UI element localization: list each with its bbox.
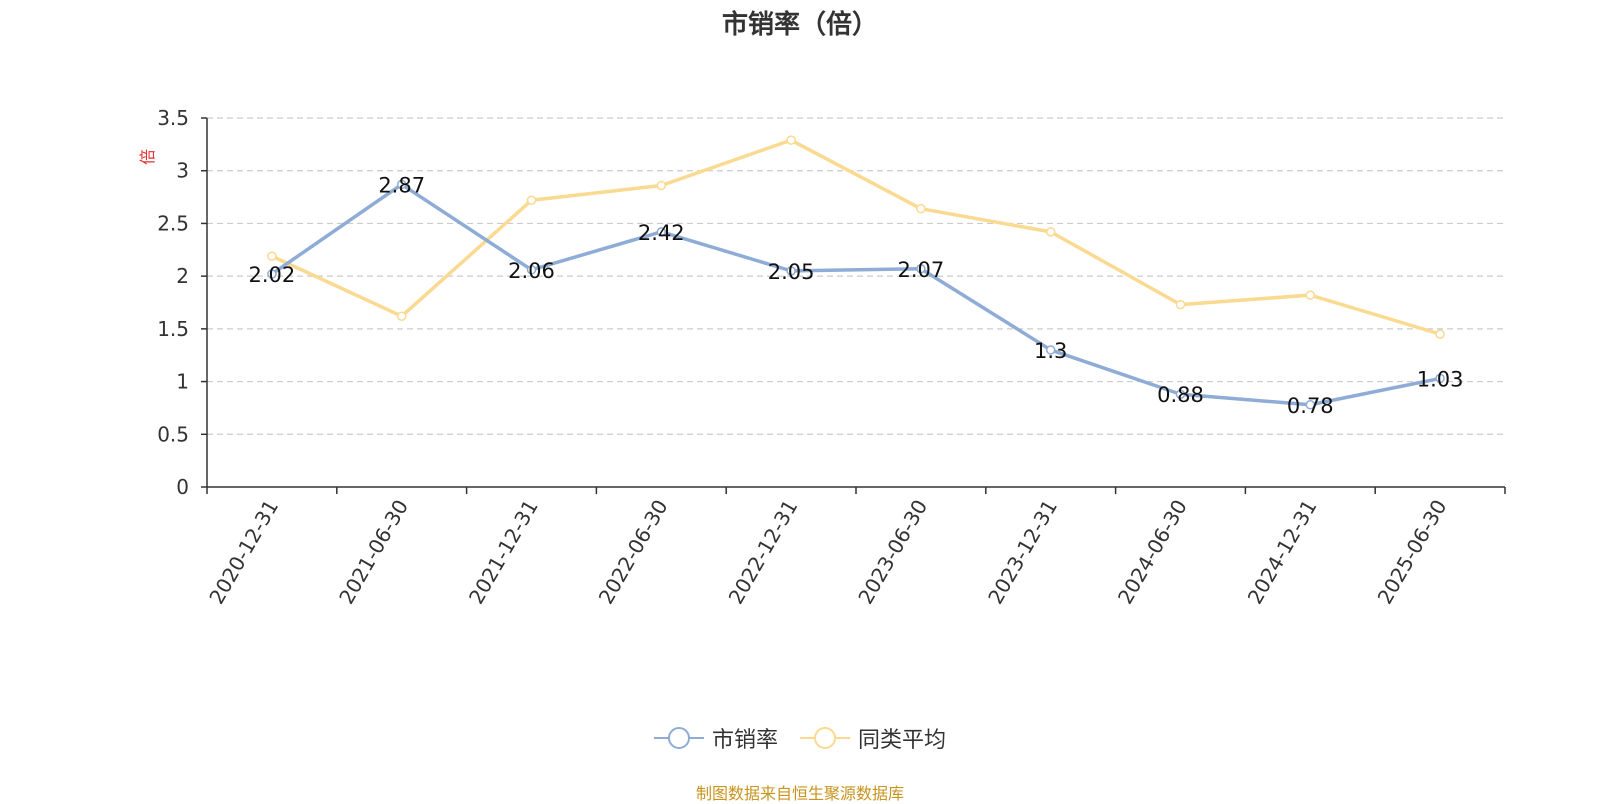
legend-item-series-1[interactable]: 市销率 bbox=[653, 722, 778, 754]
data-label: 1.03 bbox=[1417, 367, 1464, 391]
y-tick-label: 1 bbox=[176, 370, 189, 394]
data-label: 2.02 bbox=[249, 263, 296, 287]
legend-label-series-1: 市销率 bbox=[711, 728, 778, 753]
x-tick-label: 2025-06-30 bbox=[1373, 496, 1452, 609]
chart-title: 市销率（倍） bbox=[721, 10, 878, 40]
data-point-series-1[interactable] bbox=[916, 264, 926, 274]
data-point-series-2[interactable] bbox=[1435, 329, 1445, 339]
data-point-series-2[interactable] bbox=[1305, 290, 1316, 300]
y-tick-label: 2.5 bbox=[157, 211, 189, 235]
data-point-series-1[interactable] bbox=[396, 179, 407, 190]
data-point-series-1[interactable] bbox=[267, 269, 277, 279]
legend-marker-series-1 bbox=[653, 727, 704, 749]
x-tick-label: 2021-12-31 bbox=[464, 496, 543, 609]
x-tick-label: 2024-06-30 bbox=[1113, 496, 1192, 609]
data-label: 0.78 bbox=[1287, 394, 1334, 418]
data-point-series-2[interactable] bbox=[526, 195, 537, 205]
data-point-series-2[interactable] bbox=[1045, 227, 1056, 237]
y-tick-label: 1.5 bbox=[157, 317, 189, 341]
y-tick-label: 3.5 bbox=[157, 106, 189, 130]
x-tick-label: 2022-12-31 bbox=[724, 496, 803, 609]
series-line-2 bbox=[271, 138, 1441, 336]
data-point-series-1[interactable] bbox=[786, 266, 796, 276]
data-label: 2.42 bbox=[638, 221, 685, 245]
data-label: 2.87 bbox=[378, 173, 425, 197]
data-label: 2.05 bbox=[768, 260, 815, 284]
x-tick-label: 2020-12-31 bbox=[204, 496, 283, 609]
series-line-1 bbox=[270, 182, 1441, 407]
source-note: 制图数据来自恒生聚源数据库 bbox=[695, 784, 904, 803]
legend: 市销率 同类平均 bbox=[0, 722, 1600, 754]
y-tick-label: 0 bbox=[176, 475, 189, 499]
y-tick-label: 3 bbox=[176, 159, 189, 183]
y-tick-label: 2 bbox=[176, 264, 189, 288]
data-label: 2.06 bbox=[508, 259, 555, 283]
data-point-series-2[interactable] bbox=[786, 135, 796, 145]
x-tick-label: 2022-06-30 bbox=[594, 496, 673, 609]
x-tick-label: 2021-06-30 bbox=[334, 496, 413, 609]
data-point-series-2[interactable] bbox=[656, 180, 667, 191]
legend-item-series-2[interactable]: 同类平均 bbox=[800, 722, 946, 754]
data-point-series-1[interactable] bbox=[526, 265, 537, 275]
data-point-series-1[interactable] bbox=[1045, 345, 1056, 355]
data-point-series-2[interactable] bbox=[1175, 299, 1186, 310]
data-point-series-2[interactable] bbox=[396, 311, 407, 321]
data-label: 2.07 bbox=[898, 258, 945, 282]
data-point-series-1[interactable] bbox=[656, 227, 667, 237]
data-point-series-2[interactable] bbox=[916, 203, 926, 214]
data-point-series-1[interactable] bbox=[1435, 373, 1445, 384]
x-tick-label: 2024-12-31 bbox=[1243, 496, 1322, 609]
y-tick-label: 0.5 bbox=[157, 422, 189, 446]
x-tick-label: 2023-12-31 bbox=[983, 496, 1062, 609]
legend-marker-series-2 bbox=[800, 727, 850, 749]
data-point-series-1[interactable] bbox=[1175, 389, 1186, 399]
data-point-series-1[interactable] bbox=[1305, 400, 1316, 410]
y-axis-label: 倍 bbox=[138, 149, 157, 165]
data-label: 1.3 bbox=[1034, 339, 1067, 363]
data-point-series-2[interactable] bbox=[267, 251, 277, 261]
x-tick-label: 2023-06-30 bbox=[853, 496, 932, 609]
data-label: 0.88 bbox=[1157, 383, 1204, 407]
legend-label-series-2: 同类平均 bbox=[858, 728, 947, 753]
